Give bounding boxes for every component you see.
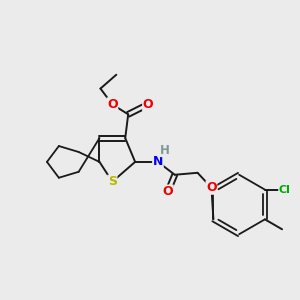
Text: Cl: Cl bbox=[279, 184, 291, 195]
Text: O: O bbox=[107, 98, 118, 111]
Text: O: O bbox=[163, 185, 173, 198]
Text: S: S bbox=[108, 175, 117, 188]
Text: O: O bbox=[143, 98, 153, 111]
Text: O: O bbox=[206, 181, 217, 194]
Text: H: H bbox=[160, 143, 170, 157]
Text: N: N bbox=[153, 155, 163, 168]
